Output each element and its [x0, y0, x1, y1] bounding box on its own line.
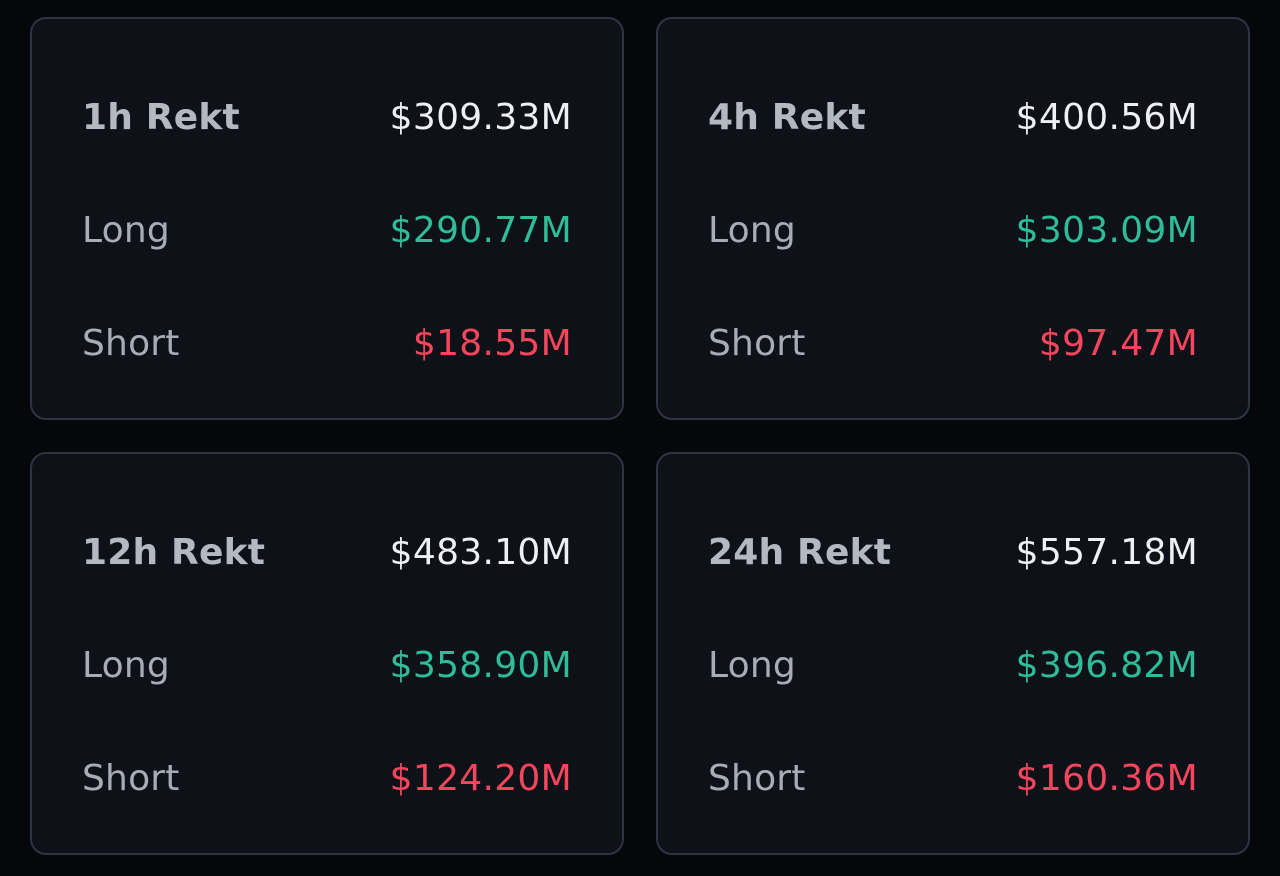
rekt-card-1h: 1h Rekt $309.33M Long $290.77M Short $18… — [30, 17, 624, 420]
total-row: 24h Rekt $557.18M — [708, 530, 1198, 574]
short-value: $124.20M — [389, 757, 572, 799]
short-label: Short — [82, 757, 180, 799]
long-label: Long — [708, 644, 796, 686]
short-value: $160.36M — [1015, 757, 1198, 799]
long-row: Long $358.90M — [82, 643, 572, 687]
short-label: Short — [708, 757, 806, 799]
short-label: Short — [708, 322, 806, 364]
total-value: $309.33M — [389, 96, 572, 138]
long-value: $396.82M — [1015, 644, 1198, 686]
long-value: $303.09M — [1015, 209, 1198, 251]
short-row: Short $160.36M — [708, 756, 1198, 800]
long-row: Long $396.82M — [708, 643, 1198, 687]
rekt-summary-grid: 1h Rekt $309.33M Long $290.77M Short $18… — [30, 17, 1250, 855]
long-label: Long — [82, 209, 170, 251]
long-row: Long $303.09M — [708, 208, 1198, 252]
long-value: $290.77M — [389, 209, 572, 251]
rekt-card-12h: 12h Rekt $483.10M Long $358.90M Short $1… — [30, 452, 624, 855]
long-label: Long — [82, 644, 170, 686]
short-value: $97.47M — [1038, 322, 1198, 364]
card-title: 1h Rekt — [82, 96, 240, 138]
total-value: $400.56M — [1015, 96, 1198, 138]
card-title: 4h Rekt — [708, 96, 866, 138]
long-label: Long — [708, 209, 796, 251]
card-title: 24h Rekt — [708, 531, 892, 573]
short-label: Short — [82, 322, 180, 364]
long-value: $358.90M — [389, 644, 572, 686]
short-row: Short $97.47M — [708, 321, 1198, 365]
total-row: 4h Rekt $400.56M — [708, 95, 1198, 139]
short-row: Short $18.55M — [82, 321, 572, 365]
short-row: Short $124.20M — [82, 756, 572, 800]
rekt-card-4h: 4h Rekt $400.56M Long $303.09M Short $97… — [656, 17, 1250, 420]
long-row: Long $290.77M — [82, 208, 572, 252]
total-value: $557.18M — [1015, 531, 1198, 573]
total-row: 1h Rekt $309.33M — [82, 95, 572, 139]
total-row: 12h Rekt $483.10M — [82, 530, 572, 574]
card-title: 12h Rekt — [82, 531, 266, 573]
short-value: $18.55M — [412, 322, 572, 364]
total-value: $483.10M — [389, 531, 572, 573]
rekt-card-24h: 24h Rekt $557.18M Long $396.82M Short $1… — [656, 452, 1250, 855]
